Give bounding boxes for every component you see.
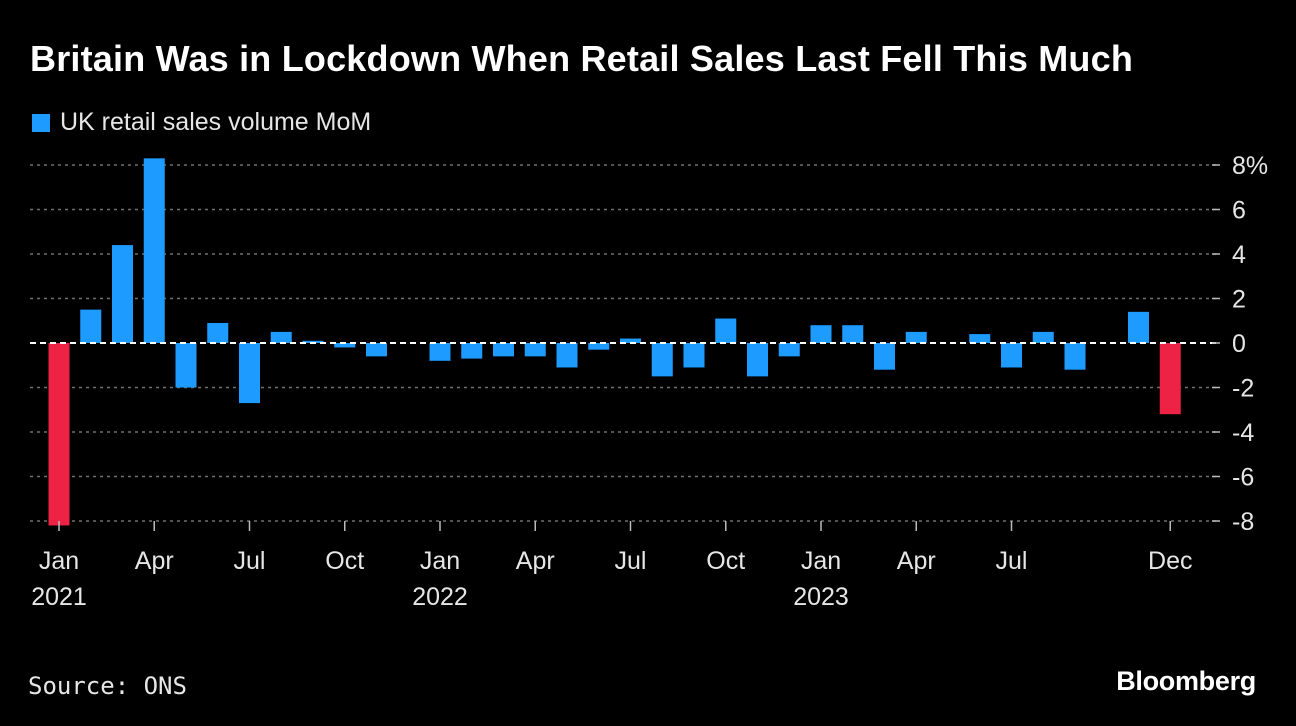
bar-2022-09 bbox=[683, 343, 705, 368]
x-axis-ticks: Jan 2021 Apr Jul Oct Jan 2022 Apr Jul Oct Jan 2023 A… bbox=[31, 521, 1192, 611]
y-tick-label: -2 bbox=[1232, 375, 1254, 403]
y-tick-label: -4 bbox=[1232, 419, 1254, 447]
bar-2021-06 bbox=[207, 322, 229, 343]
bar-2022-05 bbox=[556, 343, 578, 368]
bar-2022-07 bbox=[620, 338, 641, 343]
x-tick-year-label: 2023 bbox=[793, 583, 849, 611]
bar-2021-01 bbox=[48, 343, 70, 526]
chart-title: Britain Was in Lockdown When Retail Sale… bbox=[30, 38, 1134, 79]
bar-2023-07 bbox=[1001, 343, 1022, 368]
bar-2022-12 bbox=[778, 343, 800, 357]
bar-2021-09 bbox=[302, 340, 324, 343]
x-tick-label: Apr bbox=[516, 547, 555, 575]
gridlines bbox=[30, 164, 1218, 522]
y-tick-label: -8 bbox=[1232, 508, 1254, 536]
bar-2022-06 bbox=[588, 343, 610, 350]
bar-2022-10 bbox=[715, 318, 737, 343]
legend-label: UK retail sales volume MoM bbox=[60, 108, 372, 136]
bar-2021-03 bbox=[112, 245, 133, 343]
x-tick-label: Dec bbox=[1148, 547, 1192, 575]
bar-2023-02 bbox=[842, 325, 864, 343]
y-tick-label: 8% bbox=[1232, 152, 1268, 180]
bar-2023-12 bbox=[1159, 343, 1181, 415]
bar-2023-04 bbox=[905, 331, 927, 343]
bar-2023-03 bbox=[874, 343, 895, 370]
y-tick-label: 6 bbox=[1232, 197, 1246, 225]
bar-2021-08 bbox=[270, 331, 292, 343]
bar-2021-05 bbox=[175, 343, 197, 388]
bar-2022-01 bbox=[429, 343, 451, 361]
x-tick-label: Apr bbox=[897, 547, 936, 575]
bars bbox=[48, 158, 1181, 526]
x-tick-label: Jul bbox=[996, 547, 1028, 575]
x-tick-year-label: 2021 bbox=[31, 583, 87, 611]
bar-2022-02 bbox=[461, 343, 483, 359]
bar-2023-09 bbox=[1064, 343, 1086, 370]
x-tick-label: Oct bbox=[706, 547, 745, 575]
bar-2023-11 bbox=[1128, 311, 1149, 343]
x-tick-year-label: 2022 bbox=[412, 583, 468, 611]
y-tick-label: 4 bbox=[1232, 241, 1246, 269]
y-tick-label: 0 bbox=[1232, 330, 1246, 358]
source-note: Source: ONS bbox=[28, 672, 187, 700]
bar-2021-02 bbox=[80, 309, 102, 343]
legend-swatch bbox=[32, 113, 50, 132]
bar-2022-08 bbox=[651, 343, 673, 377]
x-tick-label: Jan bbox=[39, 547, 79, 575]
bloomberg-logo: Bloomberg bbox=[1116, 666, 1256, 696]
bar-2022-03 bbox=[493, 343, 514, 357]
x-tick-label: Apr bbox=[135, 547, 174, 575]
bar-2021-10 bbox=[334, 343, 356, 348]
x-tick-label: Jul bbox=[615, 547, 647, 575]
bar-2023-01 bbox=[810, 325, 832, 343]
bar-2022-11 bbox=[747, 343, 768, 377]
bar-2023-08 bbox=[1032, 331, 1054, 343]
x-tick-label: Oct bbox=[325, 547, 364, 575]
y-axis-ticks: 8% 6 4 2 0 -2 -4 -6 -8 bbox=[1212, 152, 1268, 536]
x-tick-label: Jan bbox=[801, 547, 841, 575]
bar-2022-04 bbox=[524, 343, 546, 357]
bar-2021-11 bbox=[366, 343, 387, 357]
y-tick-label: 2 bbox=[1232, 286, 1246, 314]
bar-2021-04 bbox=[143, 158, 165, 343]
bar-2021-07 bbox=[239, 343, 260, 404]
bar-2023-06 bbox=[969, 334, 991, 343]
x-tick-label: Jul bbox=[234, 547, 266, 575]
legend: UK retail sales volume MoM bbox=[32, 108, 371, 137]
x-tick-label: Jan bbox=[420, 547, 460, 575]
y-tick-label: -6 bbox=[1232, 464, 1254, 492]
